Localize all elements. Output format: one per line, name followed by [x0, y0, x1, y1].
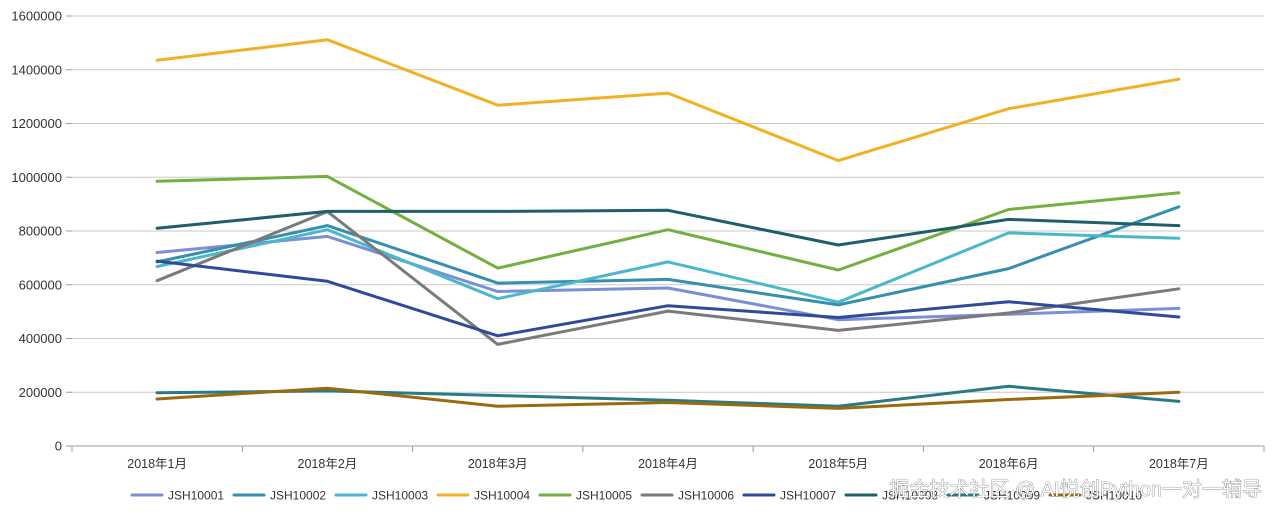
series-line-jsh10005	[155, 174, 1181, 272]
x-tick-label: 2018年1月	[127, 457, 187, 471]
legend-label-jsh10008: JSH10008	[882, 489, 938, 503]
series-line-jsh10004	[155, 38, 1181, 163]
y-tick-label: 1400000	[11, 62, 62, 77]
legend-label-jsh10003: JSH10003	[372, 489, 428, 503]
legend-label-jsh10006: JSH10006	[678, 489, 734, 503]
y-tick-label: 200000	[19, 385, 62, 400]
legend-label-jsh10007: JSH10007	[780, 489, 836, 503]
y-tick-label: 1000000	[11, 170, 62, 185]
y-tick-label: 0	[55, 439, 62, 454]
y-tick-label: 1600000	[11, 9, 62, 24]
watermark-text: 掘金技术社区 @ AI悦创Python一对一辅导	[889, 478, 1262, 501]
series-line-jsh10007	[155, 259, 1181, 338]
legend-label-jsh10005: JSH10005	[576, 489, 632, 503]
x-tick-label: 2018年3月	[468, 457, 528, 471]
x-tick-label: 2018年4月	[638, 457, 698, 471]
x-tick-label: 2018年5月	[808, 457, 868, 471]
series-layer	[155, 38, 1181, 410]
x-tick-label: 2018年7月	[1149, 457, 1209, 471]
y-tick-label: 600000	[19, 277, 62, 292]
series-line-jsh10003	[155, 228, 1181, 304]
series-line-jsh10002	[155, 205, 1181, 307]
series-line-jsh10010	[155, 386, 1181, 410]
series-line-jsh10008	[155, 208, 1181, 247]
y-tick-label: 1200000	[11, 116, 62, 131]
series-line-jsh10009	[155, 384, 1181, 408]
legend-label-jsh10001: JSH10001	[168, 489, 224, 503]
y-tick-label: 800000	[19, 224, 62, 239]
x-tick-label: 2018年6月	[979, 457, 1039, 471]
legend: JSH10001 JSH10002 JSH10003 JSH10004 JSH10005…	[130, 489, 1142, 503]
legend-label-jsh10004: JSH10004	[474, 489, 530, 503]
legend-label-jsh10009: JSH10009	[984, 489, 1040, 503]
axis-layer: 0 200000 400000 600000 800000 1000000 1200000 1…	[11, 9, 1265, 471]
x-tick-label: 2018年2月	[298, 457, 358, 471]
legend-label-jsh10002: JSH10002	[270, 489, 326, 503]
legend-label-jsh10010: JSH10010	[1086, 489, 1142, 503]
y-tick-label: 400000	[19, 331, 62, 346]
